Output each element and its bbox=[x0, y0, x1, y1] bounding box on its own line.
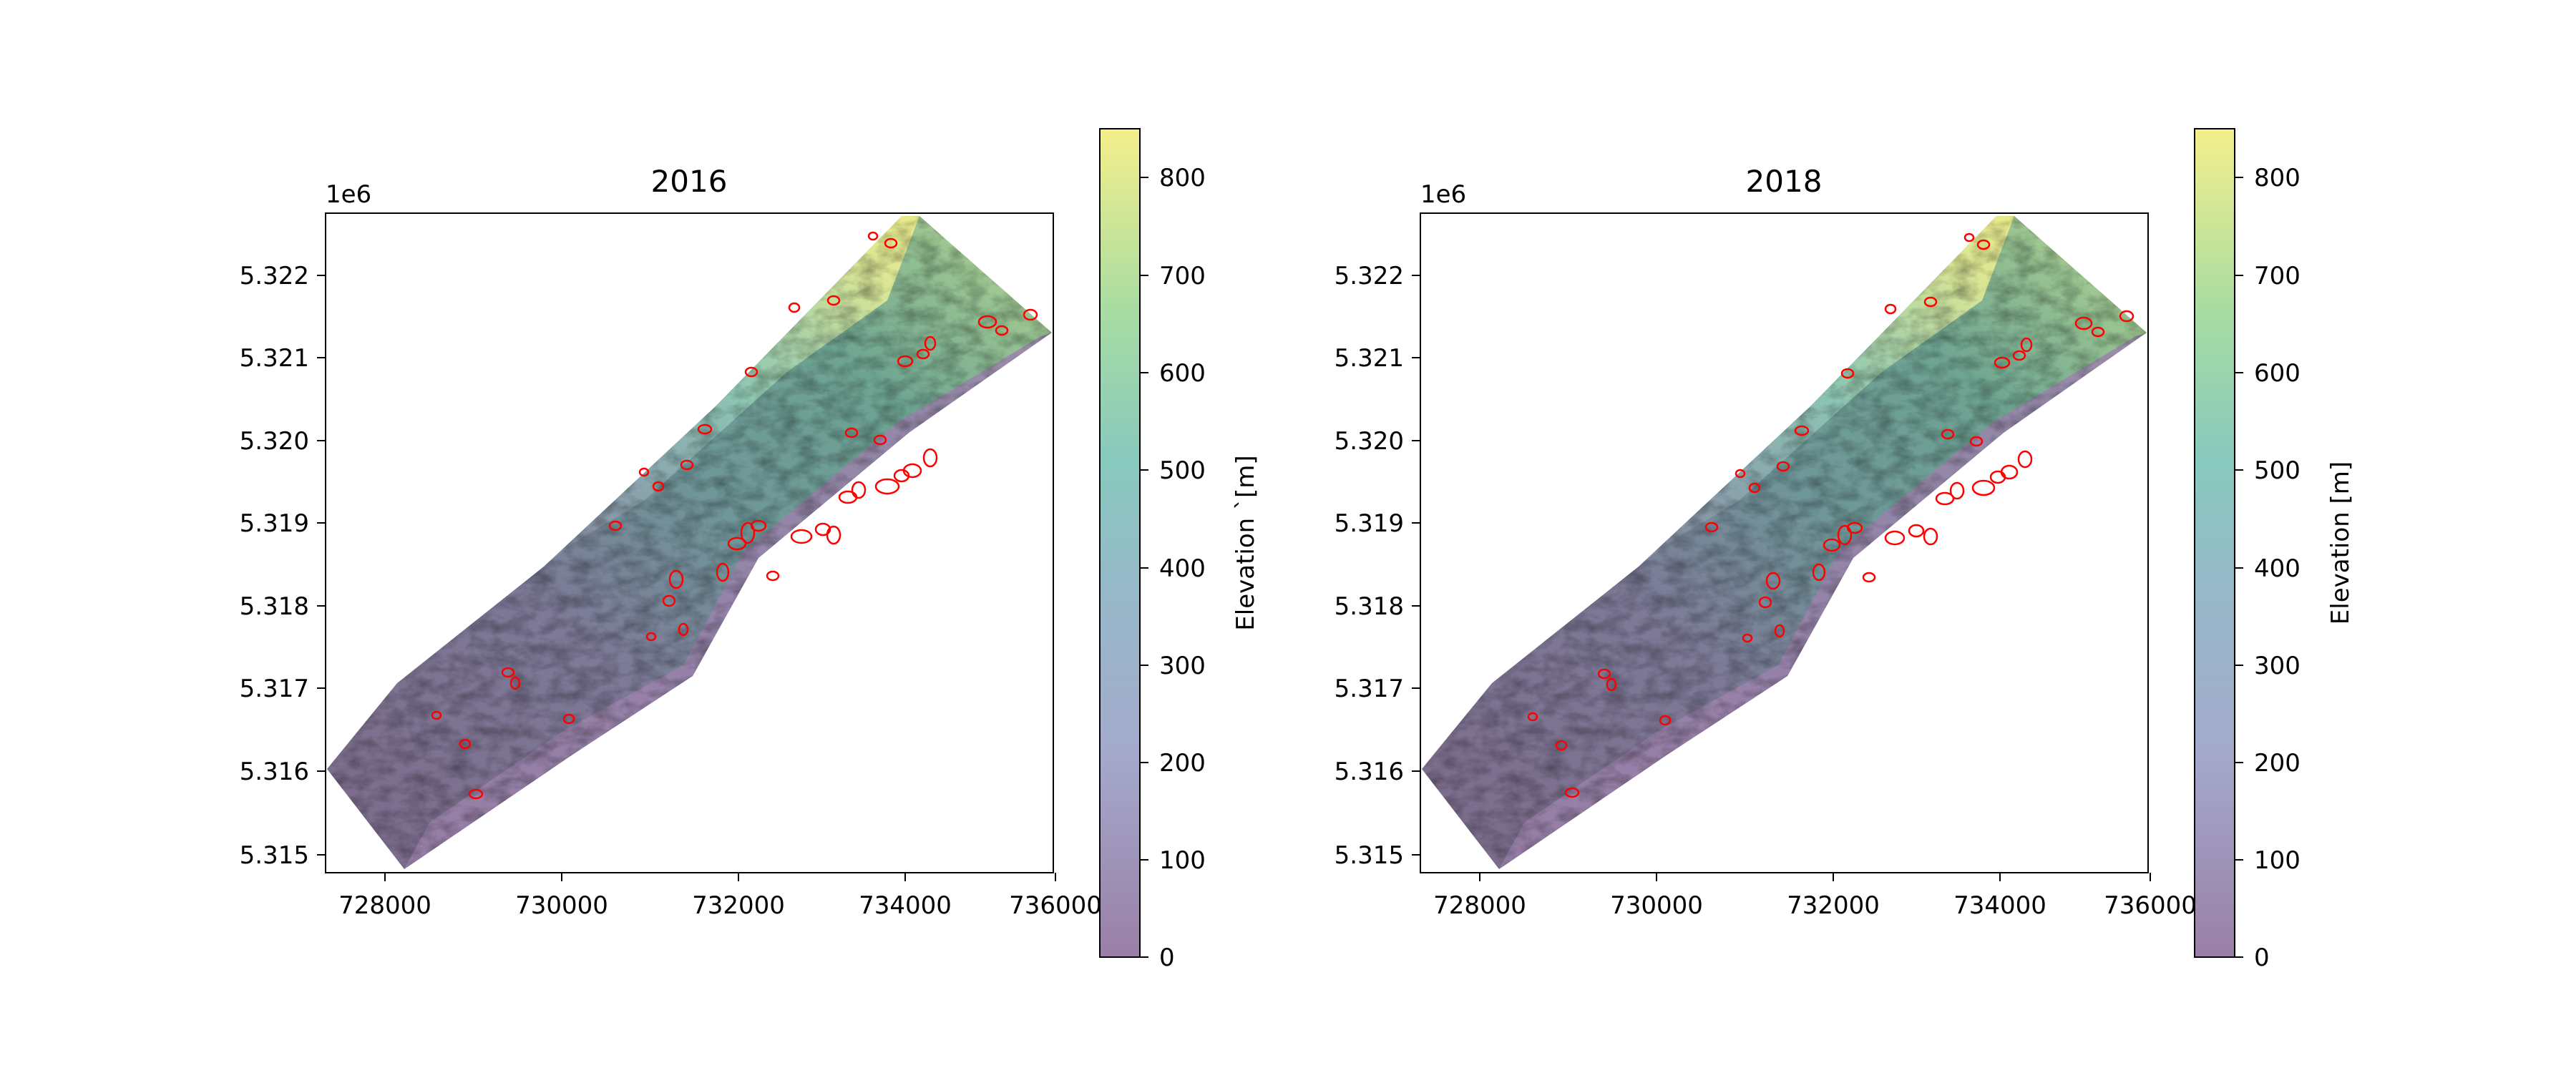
y-tick-label: 5.322 bbox=[1335, 262, 1404, 290]
hillshade-texture bbox=[327, 216, 1052, 869]
axes-frame bbox=[1420, 212, 2149, 873]
colorbar-tick-label: 200 bbox=[1159, 749, 1206, 778]
x-axis: 728000 730000 732000 734000 736000 bbox=[1433, 873, 2197, 920]
x-tick-label: 734000 bbox=[859, 891, 952, 920]
colorbar-tick-label: 500 bbox=[2254, 456, 2301, 485]
x-tick-label: 734000 bbox=[1953, 891, 2046, 920]
y-tick-label: 5.319 bbox=[240, 509, 309, 538]
y-tick-label: 5.317 bbox=[240, 675, 309, 703]
y-tick-label: 5.315 bbox=[240, 841, 309, 870]
colorbar-tick-label: 0 bbox=[2254, 944, 2270, 972]
map-panel-2018: 1e6 2018 5.315 5.316 5.317 5.318 5.319 5… bbox=[1335, 128, 2355, 972]
panel-title: 2016 bbox=[651, 164, 728, 199]
x-tick-label: 736000 bbox=[1009, 891, 1102, 920]
y-axis: 5.315 5.316 5.317 5.318 5.319 5.320 5.32… bbox=[240, 262, 326, 870]
y-axis: 5.315 5.316 5.317 5.318 5.319 5.320 5.32… bbox=[1335, 262, 1420, 870]
colorbar-tick-label: 600 bbox=[1159, 359, 1206, 388]
x-axis: 728000 730000 732000 734000 736000 bbox=[338, 873, 1102, 920]
x-tick-label: 736000 bbox=[2104, 891, 2197, 920]
offset-label: 1e6 bbox=[326, 180, 371, 209]
colorbar-tick-label: 800 bbox=[2254, 164, 2301, 192]
y-tick-label: 5.320 bbox=[1335, 427, 1404, 456]
x-tick-label: 730000 bbox=[1610, 891, 1703, 920]
colorbar-gradient bbox=[2194, 128, 2235, 958]
colorbar-tick-label: 300 bbox=[2254, 652, 2301, 680]
y-tick-label: 5.322 bbox=[240, 262, 309, 290]
colorbar: 0 100 200 300 400 500 600 700 800 Elevat… bbox=[1099, 128, 1260, 972]
x-tick-label: 732000 bbox=[692, 891, 785, 920]
y-tick-label: 5.318 bbox=[1335, 592, 1404, 621]
colorbar-tick-label: 800 bbox=[1159, 164, 1206, 192]
offset-label: 1e6 bbox=[1420, 180, 1466, 209]
hillshade-texture bbox=[1422, 216, 2147, 869]
colorbar-label: Elevation [m] bbox=[2326, 461, 2355, 624]
colorbar-tick-label: 600 bbox=[2254, 359, 2301, 388]
x-tick-label: 732000 bbox=[1787, 891, 1880, 920]
landslide-outlines bbox=[1527, 232, 2135, 798]
x-tick-label: 728000 bbox=[1433, 891, 1526, 920]
y-tick-label: 5.316 bbox=[1335, 758, 1404, 786]
y-tick-label: 5.318 bbox=[240, 592, 309, 621]
colorbar-tick-label: 300 bbox=[1159, 652, 1206, 680]
colorbar-tick-label: 700 bbox=[1159, 262, 1206, 290]
colorbar-tick-label: 100 bbox=[2254, 846, 2301, 875]
panel-title: 2018 bbox=[1746, 164, 1823, 199]
y-tick-label: 5.319 bbox=[1335, 509, 1404, 538]
y-tick-label: 5.321 bbox=[1335, 344, 1404, 373]
colorbar-tick-label: 400 bbox=[2254, 554, 2301, 583]
colorbar-tick-label: 200 bbox=[2254, 749, 2301, 778]
colorbar: 0 100 200 300 400 500 600 700 800 Elevat… bbox=[2194, 128, 2355, 972]
y-tick-label: 5.321 bbox=[240, 344, 309, 373]
x-tick-label: 730000 bbox=[515, 891, 608, 920]
terrain-map bbox=[1422, 216, 2147, 869]
colorbar-tick-label: 100 bbox=[1159, 846, 1206, 875]
map-panel-2016: 1e6 2016 5.315 5.316 5.317 5.318 5.319 5… bbox=[240, 128, 1260, 972]
colorbar-tick-label: 400 bbox=[1159, 554, 1206, 583]
colorbar-tick-label: 500 bbox=[1159, 456, 1206, 485]
terrain-map bbox=[327, 216, 1052, 869]
y-tick-label: 5.316 bbox=[240, 758, 309, 786]
colorbar-tick-label: 700 bbox=[2254, 262, 2301, 290]
y-tick-label: 5.317 bbox=[1335, 675, 1404, 703]
x-tick-label: 728000 bbox=[338, 891, 431, 920]
landslide-outlines bbox=[431, 231, 1038, 800]
y-tick-label: 5.315 bbox=[1335, 841, 1404, 870]
colorbar-gradient bbox=[1099, 128, 1141, 958]
colorbar-tick-label: 0 bbox=[1159, 944, 1175, 972]
colorbar-label: Elevation `[m] bbox=[1231, 455, 1260, 630]
axes-frame bbox=[325, 212, 1054, 873]
y-tick-label: 5.320 bbox=[240, 427, 309, 456]
